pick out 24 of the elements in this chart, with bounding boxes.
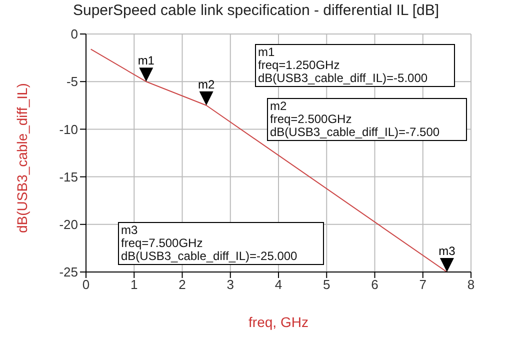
annotation: m3 bbox=[438, 244, 456, 258]
y-tick-label: -5 bbox=[66, 74, 78, 90]
x-tick-label: 5 bbox=[323, 277, 330, 292]
x-axis-title: freq, GHz bbox=[248, 314, 308, 330]
annotation: m3 freq=7.500GHz dB(USB3_cable_diff_IL)=-25.000 bbox=[118, 222, 324, 265]
y-tick-label: -15 bbox=[59, 169, 78, 184]
x-tick-label: 4 bbox=[274, 277, 282, 292]
annotation: m2 bbox=[198, 77, 215, 92]
annotation: m2 freq=2.500GHz dB(USB3_cable_diff_IL)=-7.500 bbox=[267, 98, 467, 141]
x-tick-label: 2 bbox=[178, 277, 186, 292]
annotation: m1 freq=1.250GHz dB(USB3_cable_diff_IL)=-5.000 bbox=[255, 44, 455, 87]
x-tick-label: 0 bbox=[82, 277, 90, 292]
x-tick-label: 1 bbox=[130, 277, 138, 292]
x-tick-label: 7 bbox=[419, 277, 426, 292]
chart-title: SuperSpeed cable link specification - differential IL [dB] bbox=[72, 2, 440, 19]
y-axis-title: dB(USB3_cable_diff_IL) bbox=[14, 83, 30, 233]
y-tick-label: -25 bbox=[59, 264, 78, 280]
x-tick-label: 8 bbox=[467, 277, 475, 292]
y-tick-label: -10 bbox=[59, 122, 78, 137]
y-tick-label: 0 bbox=[70, 26, 78, 42]
y-tick-label: -20 bbox=[59, 217, 78, 232]
x-tick-label: 3 bbox=[226, 277, 234, 292]
x-tick-label: 6 bbox=[371, 277, 378, 292]
annotation: m1 bbox=[138, 54, 155, 68]
